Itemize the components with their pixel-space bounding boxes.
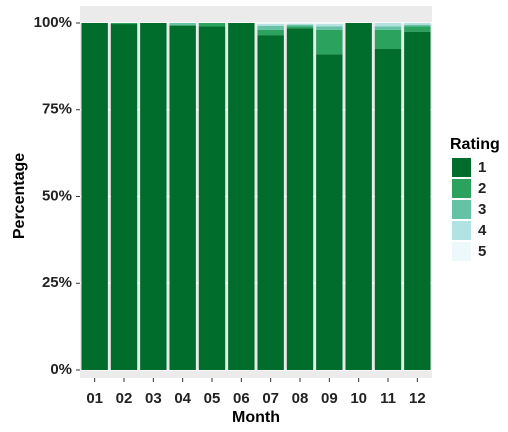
- bar-segment: [286, 23, 314, 24]
- bar-segment: [257, 24, 284, 26]
- legend-key: [452, 242, 471, 261]
- bar-segment: [257, 25, 284, 30]
- bar-segment: [404, 31, 431, 371]
- x-tick-label: 07: [262, 390, 279, 407]
- x-tick-label: 11: [380, 390, 396, 407]
- bar-segment: [374, 26, 402, 30]
- legend-key: [452, 200, 471, 219]
- panel-background: [80, 6, 432, 378]
- y-tick-label: 0%: [50, 361, 72, 378]
- bar-segment: [110, 24, 138, 370]
- bar-segment: [404, 24, 431, 27]
- legend-label: 4: [478, 222, 487, 239]
- bar-segment: [316, 54, 343, 370]
- legend-label: 5: [478, 243, 486, 260]
- x-tick-label: 02: [116, 390, 133, 407]
- y-tick-label: 50%: [42, 187, 72, 204]
- bar-segment: [169, 25, 196, 370]
- legend-title: Rating: [450, 136, 500, 153]
- bar-segment: [316, 24, 343, 27]
- y-tick-label: 100%: [34, 14, 72, 31]
- bar-segment: [257, 23, 284, 25]
- y-axis-title: Percentage: [11, 153, 28, 239]
- bar-segment: [345, 23, 372, 370]
- bar-segment: [316, 23, 343, 25]
- x-tick-label: 05: [204, 390, 221, 407]
- x-tick-label: 09: [321, 390, 338, 407]
- bar-segment: [404, 23, 431, 25]
- x-tick-label: 03: [145, 390, 162, 407]
- x-tick-label: 06: [233, 390, 250, 407]
- bar-segment: [316, 29, 343, 55]
- bar-segment: [374, 49, 402, 371]
- x-tick-label: 08: [292, 390, 309, 407]
- legend-label: 3: [478, 201, 486, 218]
- bar-segment: [169, 23, 196, 25]
- legend-label: 2: [478, 180, 486, 197]
- bar-segment: [404, 26, 431, 32]
- bar-segment: [374, 23, 402, 27]
- bar-segment: [257, 35, 284, 371]
- bar-segment: [286, 24, 314, 27]
- y-tick-label: 25%: [42, 274, 72, 291]
- x-tick-label: 12: [409, 390, 426, 407]
- bar-segment: [110, 23, 138, 25]
- bar-segment: [140, 23, 167, 370]
- legend-key: [452, 221, 471, 240]
- legend-key: [452, 158, 471, 177]
- x-tick-label: 04: [174, 390, 191, 407]
- bar-segment: [316, 26, 343, 30]
- bar-segment: [286, 28, 314, 371]
- x-tick-label: 10: [350, 390, 367, 407]
- legend-key: [452, 179, 471, 198]
- legend-label: 1: [478, 159, 486, 176]
- bar-segment: [81, 23, 108, 370]
- bar-segment: [228, 23, 255, 370]
- bar-segment: [286, 23, 314, 25]
- bar-segment: [198, 23, 226, 27]
- bar-segment: [169, 24, 196, 26]
- x-axis-title: Month: [232, 409, 280, 426]
- bar-segment: [286, 26, 314, 29]
- y-tick-label: 75%: [42, 101, 72, 118]
- bar-segment: [198, 26, 226, 370]
- bar-segment: [374, 29, 402, 50]
- bar-segment: [257, 29, 284, 36]
- x-tick-label: 01: [86, 390, 103, 407]
